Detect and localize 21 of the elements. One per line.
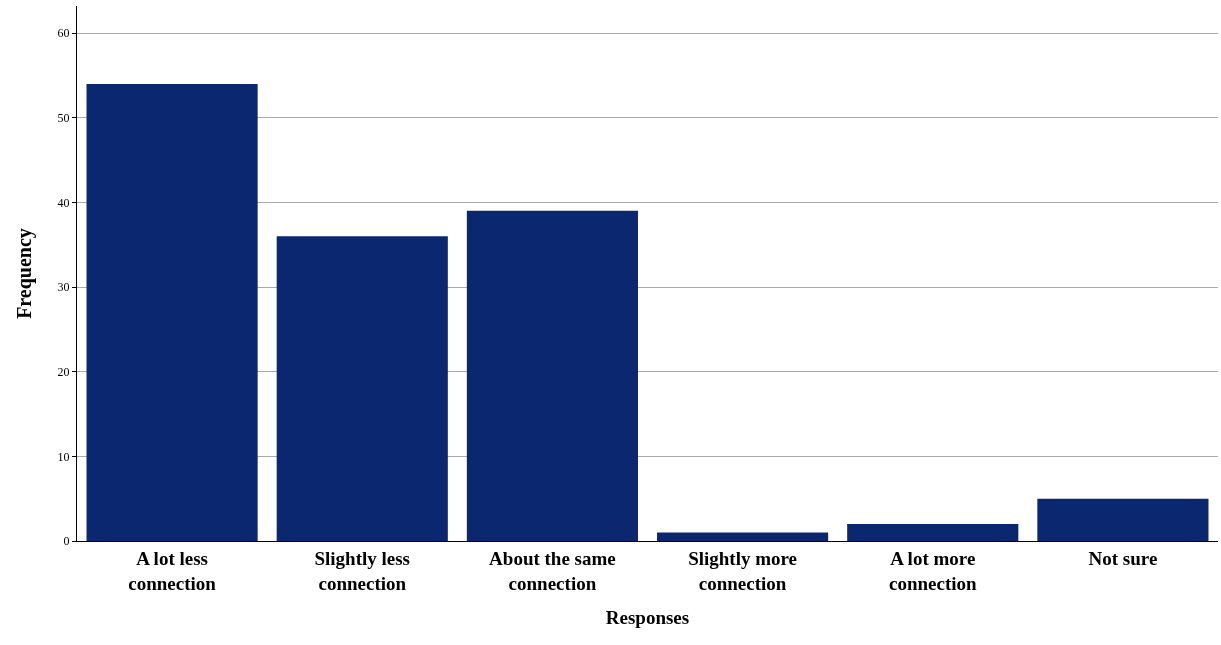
bar — [1037, 498, 1209, 541]
y-tick-label: 40 — [57, 195, 70, 210]
x-tick-label: Slightly less connection — [314, 547, 411, 594]
bar — [86, 83, 258, 541]
y-tick-label: 20 — [57, 364, 70, 379]
bar — [657, 532, 829, 541]
x-tick-label: Slightly more connection — [688, 547, 798, 594]
y-tick-label: 0 — [63, 534, 70, 549]
x-tick-label: About the same connection — [489, 547, 616, 594]
y-tick-label: 50 — [57, 110, 70, 125]
y-axis-title: Frequency — [13, 228, 37, 319]
x-tick-label: A lot more connection — [888, 547, 977, 594]
y-tick-label: 60 — [57, 26, 70, 41]
y-tick-label: 30 — [57, 280, 70, 295]
bar — [466, 210, 638, 541]
bar — [276, 236, 448, 541]
y-tick-label: 10 — [57, 449, 70, 464]
x-tick-label: A lot less connection — [128, 547, 217, 594]
x-axis-title: Responses — [605, 607, 690, 629]
bar — [847, 524, 1019, 541]
x-tick-label: Not sure — [1088, 547, 1158, 569]
